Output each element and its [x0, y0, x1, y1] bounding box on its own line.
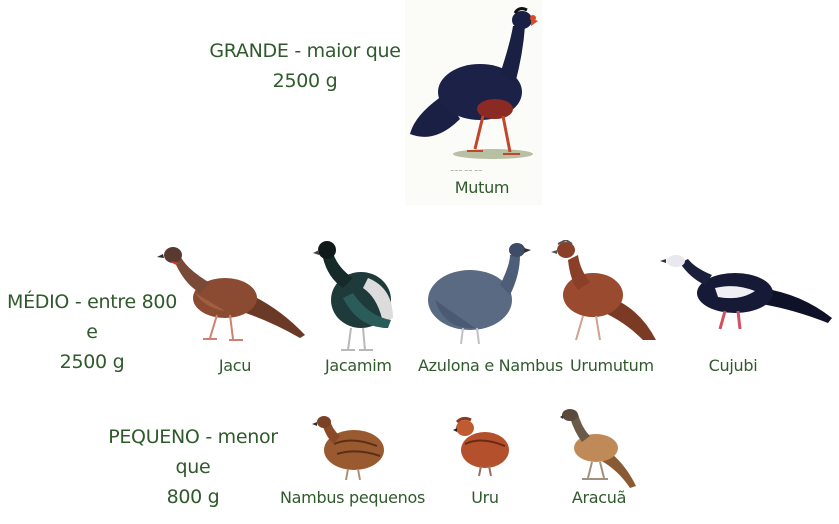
urumutum-image[interactable]: [548, 240, 658, 345]
mutum-image[interactable]: [405, 4, 545, 164]
jacu-image[interactable]: [155, 243, 310, 343]
plate-caption: ~~~ ~~ ~~: [450, 168, 483, 174]
category-pequeno-line2: 800 g: [166, 486, 220, 508]
jacamim-image[interactable]: [313, 238, 398, 353]
caption-uru: Uru: [471, 488, 499, 507]
caption-cujubi: Cujubi: [708, 356, 758, 375]
category-medio-line1: MÉDIO - entre 800 e: [7, 291, 177, 343]
azulona-image[interactable]: [425, 240, 535, 345]
aracua-image[interactable]: [560, 408, 640, 488]
cujubi-image[interactable]: [660, 253, 835, 333]
uru-image[interactable]: [453, 416, 515, 478]
category-grande-line2: 2500 g: [272, 70, 338, 92]
caption-mutum: Mutum: [454, 178, 510, 197]
nambus-pequenos-image[interactable]: [312, 414, 387, 482]
category-grande: GRANDE - maior que 2500 g: [200, 36, 410, 96]
category-medio: MÉDIO - entre 800 e 2500 g: [2, 287, 182, 377]
caption-nambus-pequenos: Nambus pequenos: [280, 488, 425, 507]
category-medio-line2: 2500 g: [59, 351, 125, 373]
caption-jacu: Jacu: [218, 356, 252, 375]
category-pequeno-line1: PEQUENO - menor que: [108, 426, 278, 478]
category-pequeno: PEQUENO - menor que 800 g: [98, 422, 288, 512]
caption-jacamim: Jacamim: [325, 356, 392, 375]
caption-azulona: Azulona e Nambus: [418, 356, 563, 375]
caption-aracua: Aracuã: [571, 488, 627, 507]
category-grande-line1: GRANDE - maior que: [209, 40, 401, 62]
caption-urumutum: Urumutum: [570, 356, 654, 375]
